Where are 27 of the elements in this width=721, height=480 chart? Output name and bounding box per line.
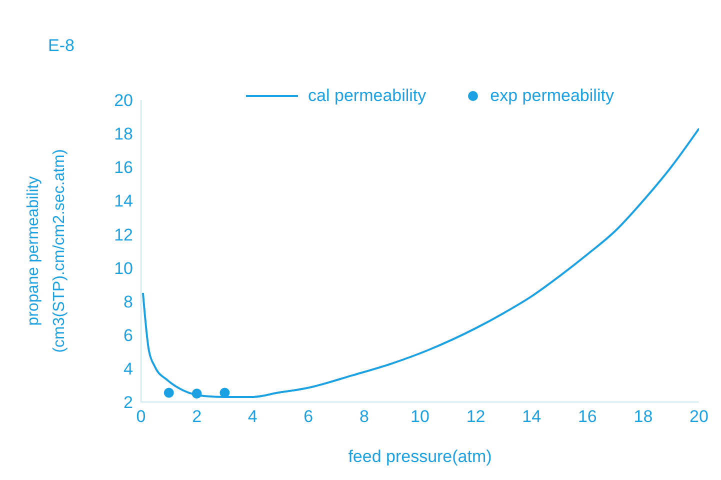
line-series	[142, 128, 699, 398]
x-tick-label: 12	[466, 407, 486, 426]
legend-label: exp permeability	[490, 86, 614, 106]
x-tick-label: 10	[410, 407, 430, 426]
y-tick-label: 6	[124, 326, 133, 345]
y-tick-label: 14	[114, 192, 133, 211]
y-tick-label: 18	[114, 124, 133, 144]
x-tick-label: 8	[359, 407, 369, 426]
y-tick-label: 10	[114, 258, 133, 278]
x-tick-label: 16	[578, 407, 597, 426]
x-axis-title: feed pressure(atm)	[348, 447, 492, 466]
y-tick-label: 16	[114, 158, 133, 178]
x-tick-label: 18	[634, 407, 653, 426]
x-tick-label: 4	[248, 407, 258, 426]
y-tick-label: 4	[124, 359, 133, 378]
text: E-8	[48, 36, 74, 56]
x-tick-label: 14	[522, 407, 542, 426]
y-tick-label: 2	[124, 393, 133, 412]
x-tick-label: 6	[304, 407, 314, 426]
x-tick-label: 20	[690, 407, 708, 426]
x-tick-label: 0	[136, 407, 146, 426]
y-tick-label: 12	[114, 225, 133, 244]
x-tick-label: 2	[192, 407, 202, 426]
y-axis-title: propane permeability (cm3(STP).cm/cm2.sec.atm)	[25, 149, 68, 353]
y-tick-label: 20	[114, 91, 133, 110]
legend-label: cal permeability	[308, 86, 426, 106]
y-tick-label: 8	[124, 292, 133, 312]
